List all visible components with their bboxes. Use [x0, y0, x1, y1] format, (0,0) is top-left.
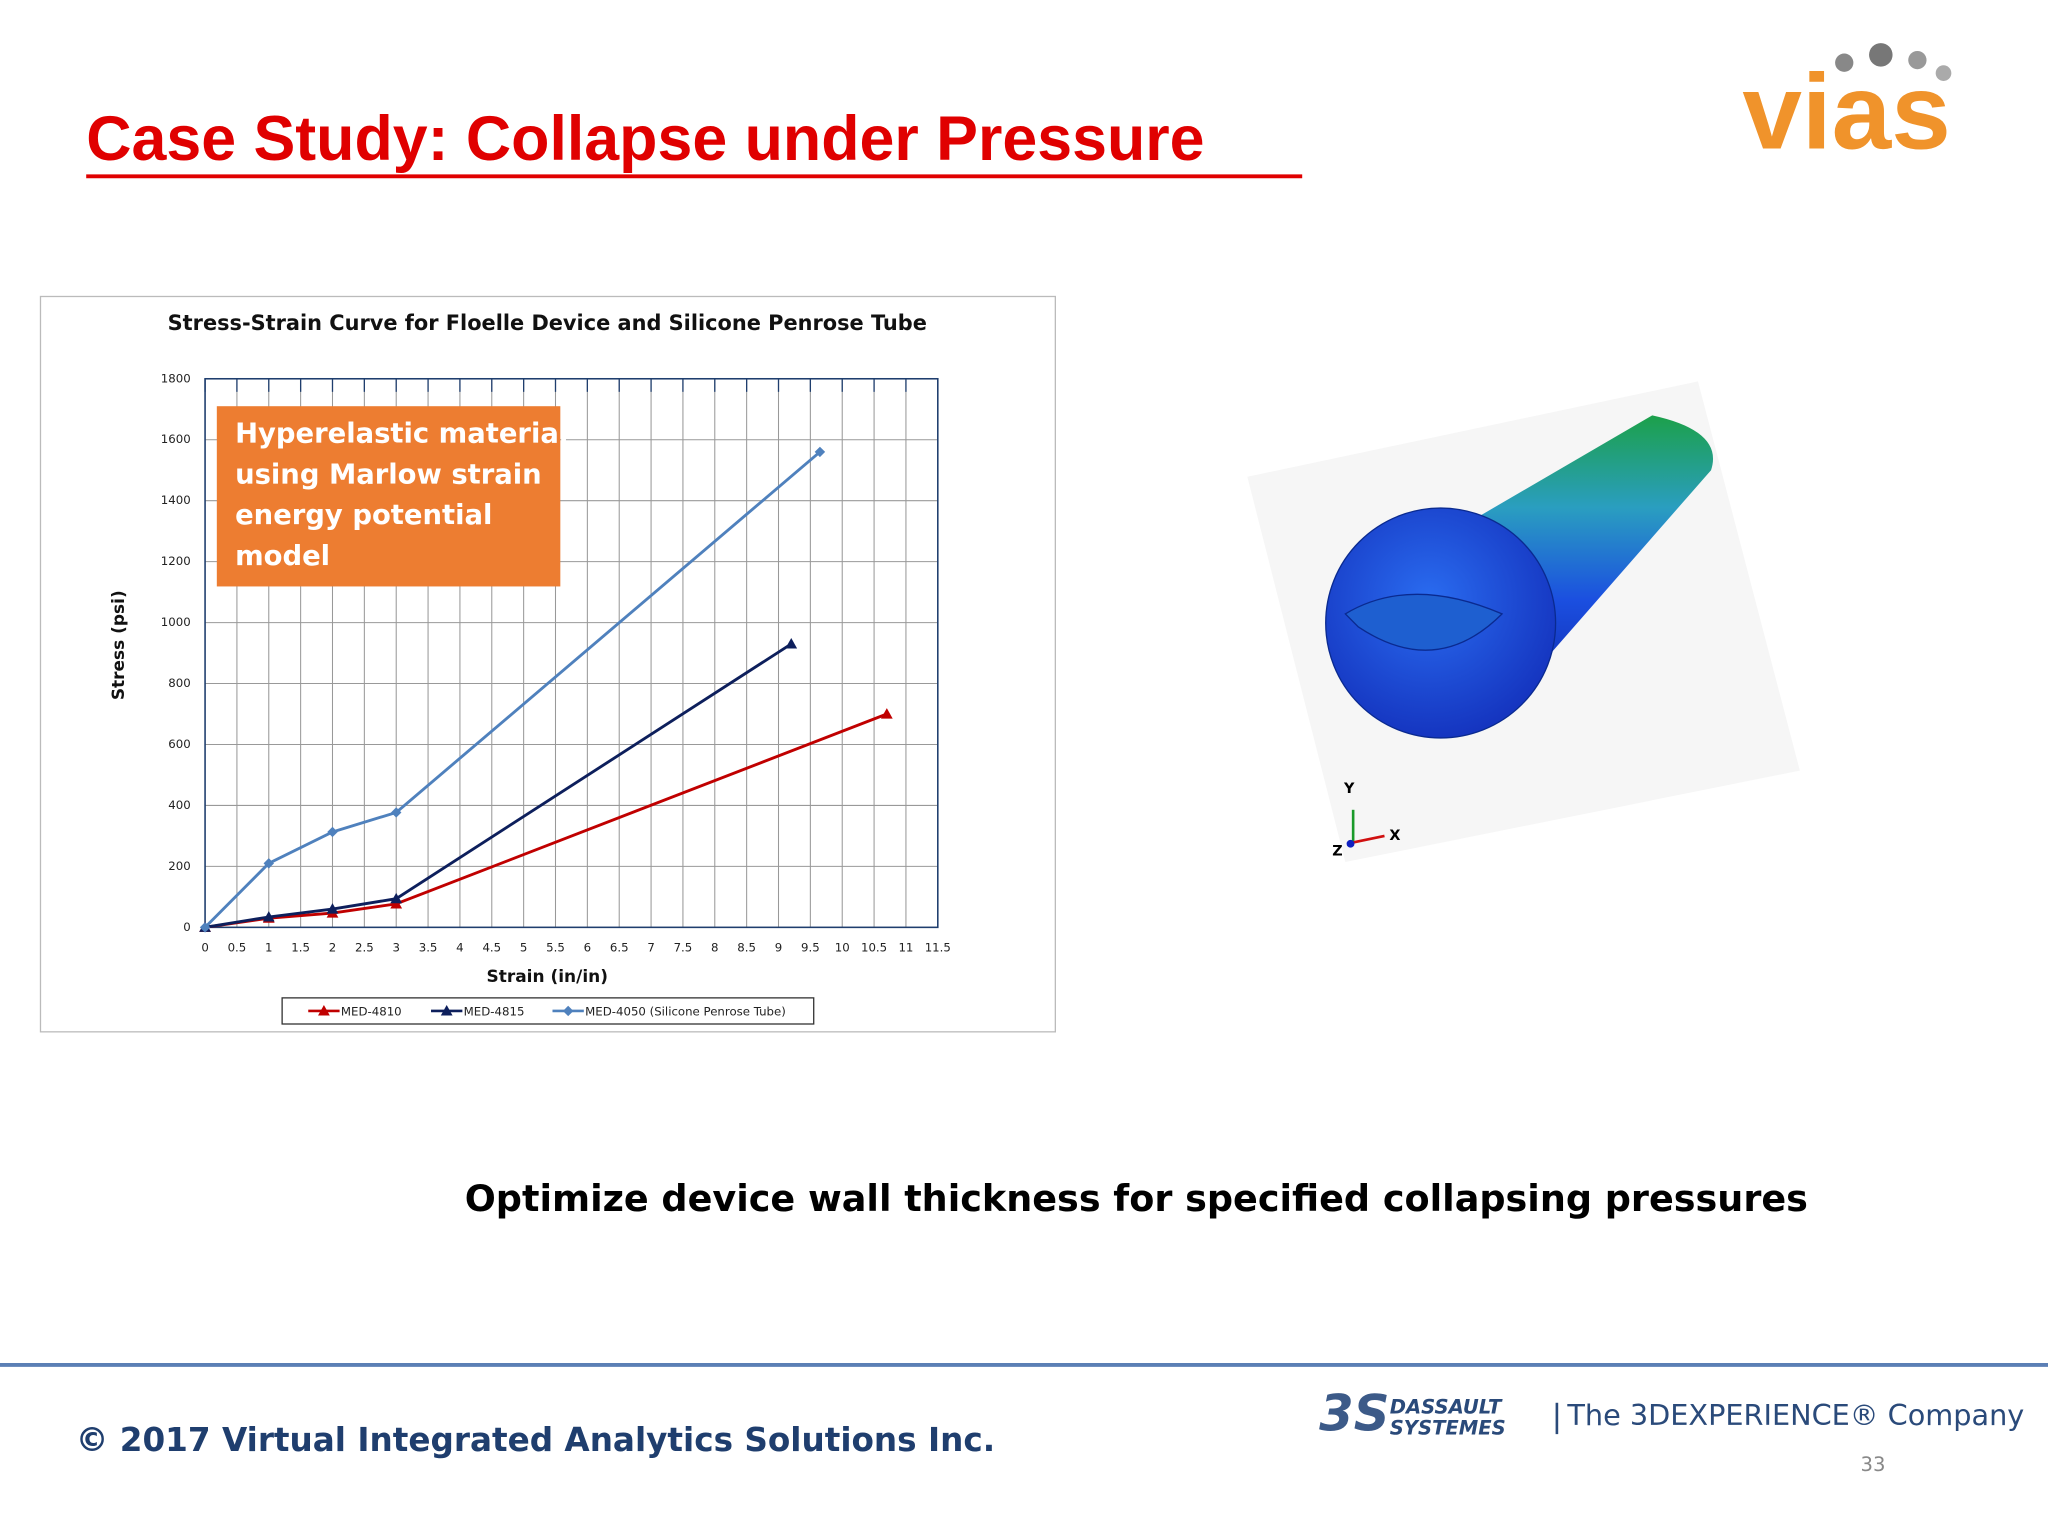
- plot-border: [204, 377, 939, 929]
- tagline: The 3DEXPERIENCE® Company: [1566, 1398, 2024, 1432]
- x-tick-label: 2: [329, 941, 336, 955]
- x-tick-label: 9.5: [801, 941, 820, 955]
- marker: [318, 1005, 330, 1016]
- x-tick-label: 0.5: [228, 941, 247, 955]
- annotation-text: model: [235, 541, 330, 572]
- x-tick-label: 11.5: [925, 941, 951, 955]
- logo-dot: [1835, 53, 1854, 72]
- annotation-text: using Marlow strain: [235, 459, 542, 490]
- marker: [785, 638, 798, 649]
- opening: [1344, 593, 1504, 651]
- y-tick-label: 1400: [161, 493, 191, 507]
- y-tick-label: 1200: [161, 554, 191, 568]
- axis-z: [1346, 839, 1355, 848]
- y-tick-label: 600: [168, 737, 190, 751]
- y-tick-label: 1600: [161, 432, 191, 446]
- logo-dot: [1935, 65, 1952, 81]
- y-tick-label: 200: [168, 859, 190, 873]
- x-tick-label: 5.5: [546, 941, 565, 955]
- x-tick-label: 7.5: [674, 941, 693, 955]
- brand: 3S DASSAULT SYSTEMES The 3DEXPERIENCE® C…: [1319, 1385, 2024, 1443]
- x-tick-label: 5: [520, 941, 527, 955]
- x-tick-label: 8.5: [737, 941, 756, 955]
- logo-dot: [1869, 43, 1893, 67]
- annotation-box: [216, 406, 561, 587]
- brand-line: SYSTEMES: [1390, 1416, 1506, 1439]
- x-tick-label: 2.5: [355, 941, 374, 955]
- axis-label: Y: [1343, 781, 1355, 797]
- y-tick-label: 1000: [161, 615, 191, 629]
- marker: [562, 1005, 574, 1017]
- brand-mark: 3S: [1319, 1385, 1389, 1443]
- marker: [327, 826, 338, 838]
- x-tick-label: 1: [265, 941, 272, 955]
- x-tick-label: 10: [835, 941, 850, 955]
- brand-line: DASSAULT: [1390, 1396, 1503, 1419]
- legend-label: MED-4050 (Silicone Penrose Tube): [585, 1005, 786, 1019]
- x-tick-label: 1.5: [291, 941, 310, 955]
- body-text: Optimize device wall thickness for speci…: [465, 1177, 1808, 1220]
- marker: [814, 446, 826, 458]
- x-tick-label: 9: [775, 941, 782, 955]
- x-tick-label: 8: [711, 941, 718, 955]
- marker: [326, 903, 339, 914]
- marker: [390, 807, 402, 818]
- x-tick-label: 0: [201, 941, 208, 955]
- axis-label: Z: [1332, 844, 1342, 860]
- marker: [199, 922, 211, 933]
- legend-label: MED-4810: [341, 1005, 402, 1019]
- y-tick-label: 1800: [161, 371, 191, 385]
- marker: [880, 708, 893, 719]
- x-tick-label: 4.5: [482, 941, 501, 955]
- x-tick-label: 4: [456, 941, 463, 955]
- logo-text: vias: [1742, 51, 1950, 171]
- x-tick-label: 7: [647, 941, 654, 955]
- y-tick-label: 800: [168, 676, 190, 690]
- annotation-text: energy potential: [235, 500, 492, 531]
- x-tick-label: 10.5: [861, 941, 887, 955]
- x-tick-label: 3.5: [419, 941, 438, 955]
- axis-x: [1352, 834, 1385, 844]
- x-tick-label: 11: [898, 941, 913, 955]
- marker: [390, 892, 403, 904]
- x-axis-label: Strain (in/in): [487, 967, 608, 987]
- fe-model: Y X Z: [1247, 381, 1800, 863]
- x-tick-label: 6.5: [610, 941, 629, 955]
- marker: [262, 911, 275, 922]
- y-tick-label: 0: [183, 920, 190, 934]
- logo: vias: [1742, 43, 1952, 171]
- legend: [281, 997, 815, 1025]
- y-axis-label: Stress (psi): [109, 590, 129, 700]
- y-tick-label: 400: [168, 798, 190, 812]
- annotation-text: Hyperelastic material: [235, 418, 568, 449]
- x-tick-label: 6: [584, 941, 591, 955]
- legend-label: MED-4815: [464, 1005, 525, 1019]
- marker: [263, 858, 275, 869]
- slide-title: Case Study: Collapse under Pressure: [86, 104, 1204, 174]
- x-tick-label: 3: [392, 941, 399, 955]
- page-number: 33: [1861, 1453, 1886, 1476]
- copyright: © 2017 Virtual Integrated Analytics Solu…: [76, 1421, 995, 1459]
- logo-dot: [1908, 50, 1927, 70]
- marker: [440, 1005, 453, 1016]
- chart-title: Stress-Strain Curve for Floelle Device a…: [168, 311, 927, 335]
- axis-label: X: [1389, 828, 1400, 844]
